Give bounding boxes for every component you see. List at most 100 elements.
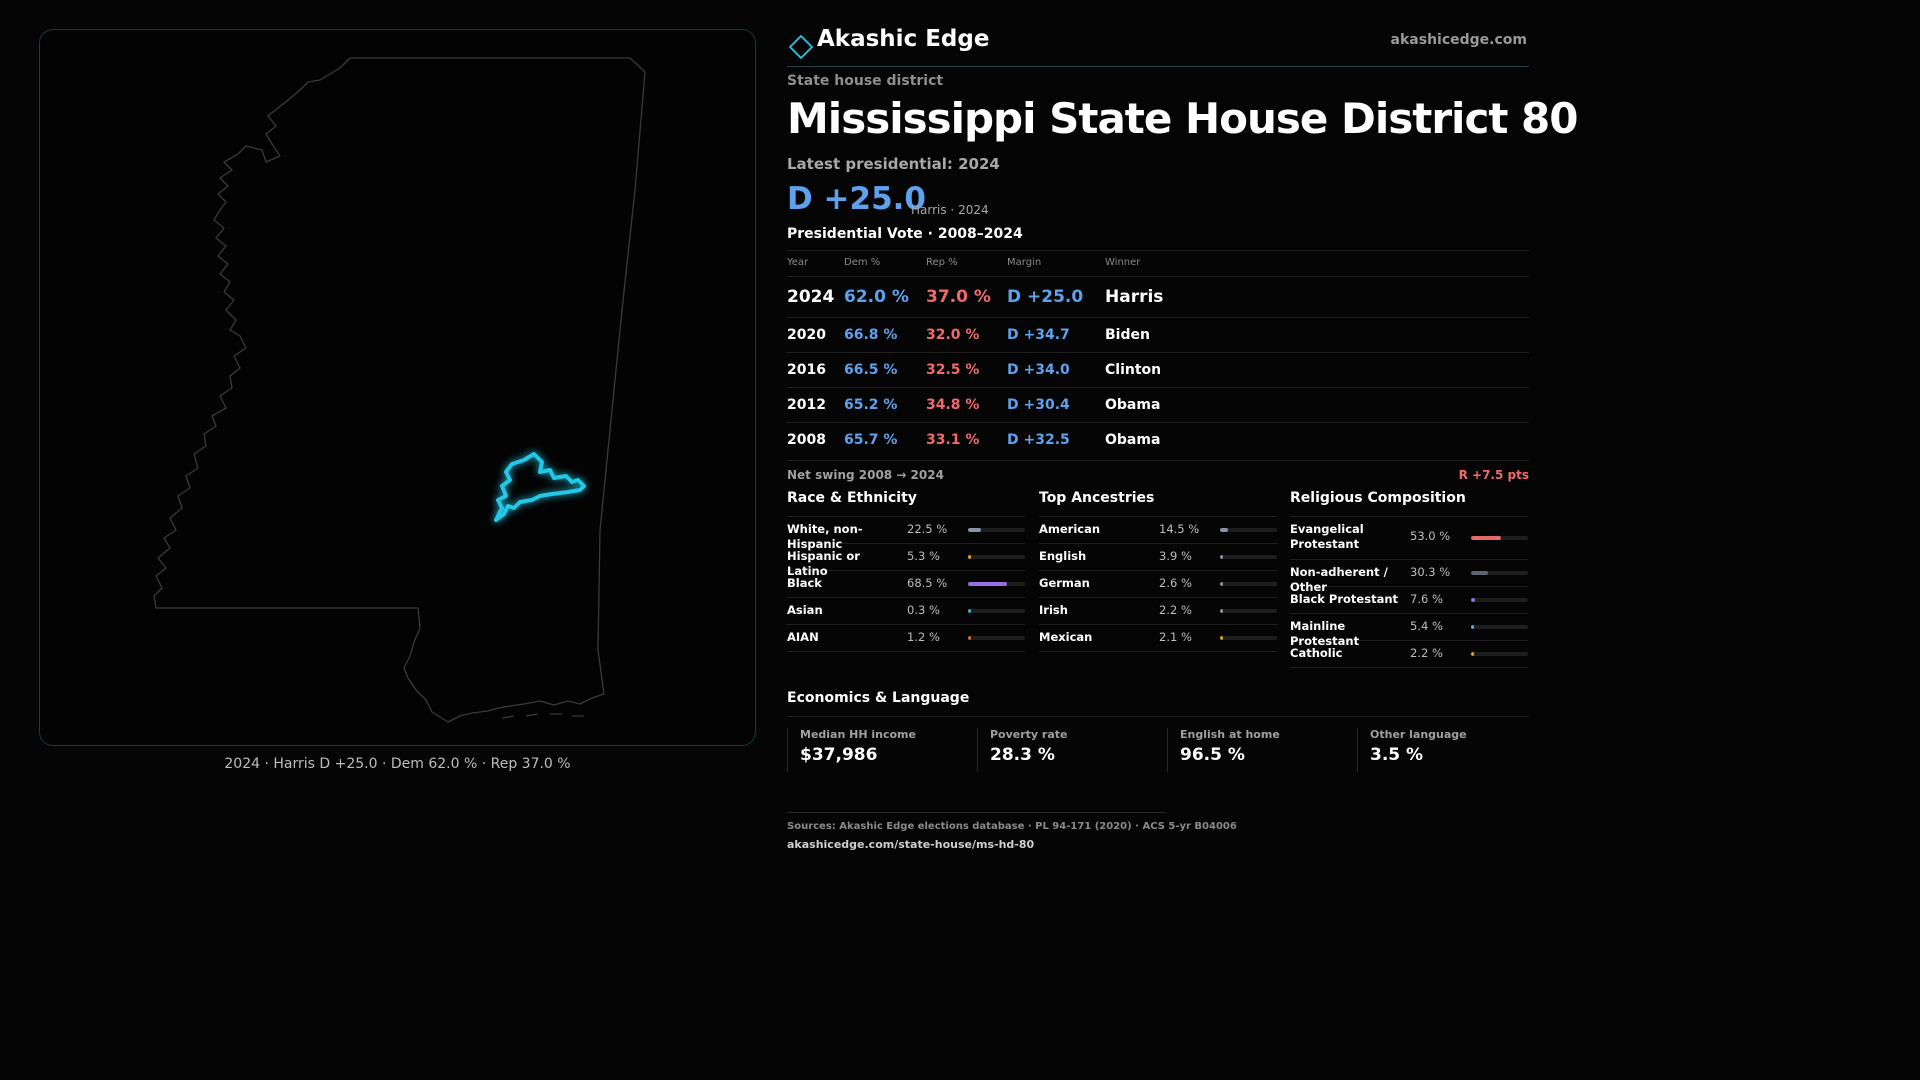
demographic-bar-track — [968, 555, 1025, 559]
econ-stat-value: 3.5 % — [1370, 745, 1424, 765]
demographic-bar-track — [1220, 609, 1277, 613]
latest-margin-value: D +25.0 — [787, 181, 926, 217]
demographic-bar-track — [1471, 598, 1528, 602]
demographic-bar-fill — [1471, 571, 1489, 575]
demographic-bar-fill — [1220, 636, 1223, 640]
demographic-bar-fill — [968, 528, 981, 532]
district-map[interactable] — [39, 29, 756, 746]
demographic-row: Irish 2.2 % — [1039, 598, 1277, 625]
demographic-bar-fill — [1220, 609, 1223, 613]
column-header-margin: Margin — [1007, 257, 1042, 268]
demographic-row: AIAN 1.2 % — [787, 625, 1025, 652]
district-80-highlight[interactable] — [494, 452, 586, 522]
map-canvas — [153, 57, 646, 723]
table-header: Year Dem % Rep % Margin Winner — [787, 252, 1529, 276]
top-ancestries-panel: Top Ancestries American 14.5 % English 3.9 … — [1039, 490, 1277, 652]
demographic-label: Mainline Protestant — [1290, 619, 1360, 648]
demographic-row: Asian 0.3 % — [787, 598, 1025, 625]
row-dem-pct: 66.8 % — [844, 327, 898, 343]
row-winner: Biden — [1105, 327, 1150, 343]
page-title: Mississippi State House District 80 — [787, 94, 1578, 143]
demographic-row: Hispanic or Latino 5.3 % — [787, 544, 1025, 578]
econ-stat-label: Poverty rate — [990, 728, 1068, 741]
row-winner: Obama — [1105, 397, 1161, 413]
demographic-label: Catholic — [1290, 646, 1343, 660]
demographic-label: Black Protestant — [1290, 592, 1399, 606]
district-type-label: State house district — [787, 73, 944, 89]
demographic-bar-track — [1471, 625, 1528, 629]
row-rep-pct: 34.8 % — [926, 397, 980, 413]
demographic-bar-fill — [1471, 625, 1475, 629]
econ-stat-poverty-rate: Poverty rate 28.3 % — [977, 728, 1152, 772]
demographic-row: German 2.6 % — [1039, 571, 1277, 598]
econ-stat-english-at-home: English at home 96.5 % — [1167, 728, 1342, 772]
row-dem-pct: 62.0 % — [844, 287, 909, 307]
row-winner: Obama — [1105, 432, 1161, 448]
demographic-label: German — [1039, 576, 1090, 590]
demographic-bar-fill — [1220, 582, 1223, 586]
demographic-bar-fill — [968, 582, 1008, 586]
row-year: 2016 — [787, 362, 826, 378]
table-row: 2024 62.0 % 37.0 % D +25.0 Harris — [787, 276, 1529, 317]
demographic-bar-fill — [968, 609, 971, 613]
presidential-vote-heading: Presidential Vote · 2008–2024 — [787, 226, 1023, 242]
demographic-row: Black Protestant 7.6 % — [1290, 587, 1528, 614]
religious-composition-heading: Religious Composition — [1290, 490, 1528, 517]
demographic-label: English — [1039, 549, 1087, 563]
row-rep-pct: 37.0 % — [926, 287, 991, 307]
latest-presidential-label: Latest presidential: 2024 — [787, 155, 1000, 173]
demographic-label: Irish — [1039, 603, 1068, 617]
table-row: 2020 66.8 % 32.0 % D +34.7 Biden — [787, 317, 1529, 352]
demographic-percent: 7.6 % — [1410, 592, 1443, 606]
row-winner: Clinton — [1105, 362, 1162, 378]
row-year: 2020 — [787, 327, 826, 343]
demographic-row: English 3.9 % — [1039, 544, 1277, 571]
latest-margin-subtitle: Harris · 2024 — [911, 203, 989, 217]
brand-header: Akashic Edge akashicedge.com — [787, 26, 1529, 67]
net-swing-row: Net swing 2008 → 2024 R +7.5 pts — [787, 460, 1529, 485]
presidential-vote-table: Year Dem % Rep % Margin Winner 2024 62.0… — [787, 252, 1529, 457]
econ-stat-label: Median HH income — [800, 728, 916, 741]
demographic-label: Evangelical Protestant — [1290, 522, 1364, 551]
demographic-percent: 2.2 % — [1410, 646, 1443, 660]
row-rep-pct: 32.0 % — [926, 327, 980, 343]
demographic-percent: 5.4 % — [1410, 619, 1443, 633]
demographic-percent: 2.2 % — [1159, 603, 1192, 617]
demographic-percent: 5.3 % — [907, 549, 940, 563]
demographic-row: Catholic 2.2 % — [1290, 641, 1528, 668]
row-rep-pct: 33.1 % — [926, 432, 980, 448]
table-row: 2016 66.5 % 32.5 % D +34.0 Clinton — [787, 352, 1529, 387]
econ-stat-median-income: Median HH income $37,986 — [787, 728, 962, 772]
demographic-percent: 2.1 % — [1159, 630, 1192, 644]
demographic-row: Mainline Protestant 5.4 % — [1290, 614, 1528, 648]
row-margin: D +25.0 — [1007, 287, 1084, 307]
demographic-bar-fill — [1471, 536, 1502, 540]
demographic-bar-track — [968, 636, 1025, 640]
row-margin: D +34.0 — [1007, 362, 1070, 378]
row-winner: Harris — [1105, 287, 1164, 307]
footer-divider — [787, 812, 1166, 813]
net-swing-value: R +7.5 pts — [1458, 468, 1529, 482]
row-year: 2008 — [787, 432, 826, 448]
row-dem-pct: 65.2 % — [844, 397, 898, 413]
demographic-row: Non-adherent / Other 30.3 % — [1290, 560, 1528, 594]
demographic-label: Hispanic or Latino — [787, 549, 860, 578]
demographic-bar-fill — [1220, 528, 1229, 532]
demographic-label: Non-adherent / Other — [1290, 565, 1388, 594]
demographic-percent: 1.2 % — [907, 630, 940, 644]
column-header-year: Year — [787, 257, 809, 268]
footer-url-link[interactable]: akashicedge.com/state-house/ms-hd-80 — [787, 838, 1035, 851]
row-margin: D +32.5 — [1007, 432, 1070, 448]
demographic-bar-track — [1220, 636, 1277, 640]
religious-composition-panel: Religious Composition Evangelical Protes… — [1290, 490, 1528, 668]
demographic-row: Mexican 2.1 % — [1039, 625, 1277, 652]
demographic-bar-track — [968, 609, 1025, 613]
demographic-label: Asian — [787, 603, 823, 617]
demographic-percent: 68.5 % — [907, 576, 948, 590]
demographic-row: Black 68.5 % — [787, 571, 1025, 598]
column-header-dem: Dem % — [844, 257, 881, 268]
brand-url-link[interactable]: akashicedge.com — [1390, 32, 1527, 48]
demographic-bar-fill — [968, 555, 972, 559]
demographic-bar-track — [1220, 582, 1277, 586]
table-row: 2008 65.7 % 33.1 % D +32.5 Obama — [787, 422, 1529, 457]
